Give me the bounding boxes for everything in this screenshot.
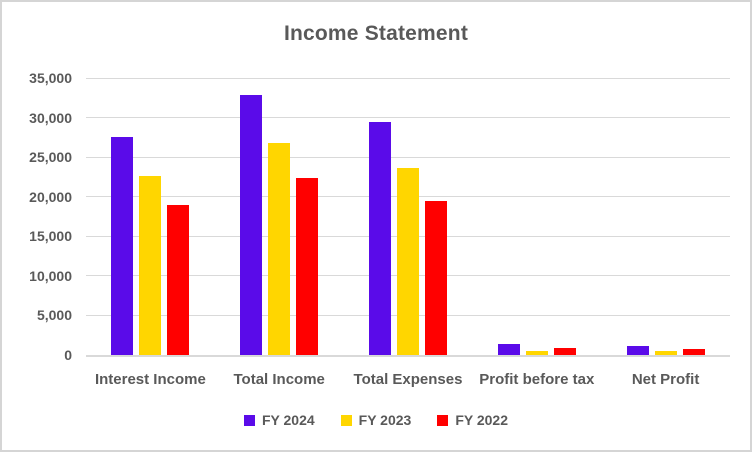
x-label-net-profit: Net Profit [631, 371, 700, 388]
bar-fy-2023-net-profit [654, 350, 677, 355]
x-label-interest-income: Interest Income [94, 371, 206, 388]
y-tick-label-0: 0 [64, 347, 72, 363]
bar-fy-2022-profit-before-tax [553, 348, 576, 355]
bar-fy-2022-net-profit [682, 348, 705, 355]
x-label-total-income: Total Income [233, 371, 325, 388]
y-tick-label-10-000: 10,000 [29, 267, 72, 284]
bar-fy-2024-interest-income [111, 137, 134, 355]
x-label-profit-before-tax: Profit before tax [479, 371, 595, 388]
y-tick-label-5-000: 5,000 [36, 307, 72, 324]
legend-item-fy-2022: FY 2022 [437, 410, 508, 430]
legend-swatch-fy-2023 [340, 414, 352, 426]
chart-title: Income Statement [283, 22, 469, 45]
legend-label-fy-2023: FY 2023 [358, 412, 412, 428]
y-tick-label-15-000: 15,000 [29, 228, 72, 245]
bar-fy-2024-profit-before-tax [497, 343, 520, 355]
legend-label-fy-2022: FY 2022 [455, 412, 508, 428]
x-axis-line [86, 355, 730, 357]
bar-fy-2024-total-income [240, 94, 263, 355]
legend-swatch-fy-2022 [437, 414, 449, 426]
legend: FY 2024 FY 2023 FY 2022 [2, 410, 750, 430]
bar-fy-2023-total-expenses [397, 168, 419, 355]
bar-fy-2023-profit-before-tax [525, 350, 548, 355]
bar-fy-2024-total-expenses [369, 121, 391, 355]
legend-swatch-fy-2024 [243, 414, 255, 426]
legend-label-fy-2024: FY 2024 [261, 412, 315, 428]
gridline [86, 117, 730, 119]
x-label-total-expenses: Total Expenses [353, 371, 463, 388]
legend-item-fy-2023: FY 2023 [340, 410, 412, 430]
y-tick-label-20-000: 20,000 [29, 188, 72, 205]
bar-fy-2023-total-income [268, 142, 291, 355]
bar-fy-2022-total-income [296, 177, 319, 355]
gridline [86, 156, 730, 158]
bar-fy-2023-interest-income [139, 176, 162, 355]
y-tick-label-35-000: 35,000 [29, 70, 72, 86]
gridline [86, 77, 730, 79]
legend-item-fy-2024: FY 2024 [243, 410, 315, 430]
bar-fy-2022-total-expenses [425, 200, 447, 355]
y-tick-label-25-000: 25,000 [29, 149, 72, 166]
y-tick-label-30-000: 30,000 [29, 109, 72, 126]
bar-fy-2022-interest-income [167, 204, 190, 355]
bar-fy-2024-net-profit [626, 345, 649, 355]
